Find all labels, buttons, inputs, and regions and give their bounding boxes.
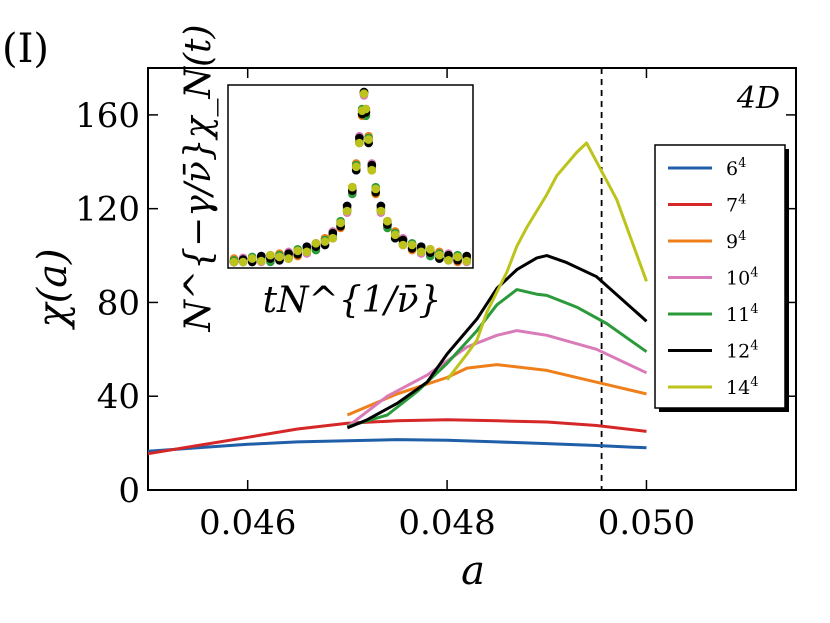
inset-point [293,246,303,256]
series-line-10 [346,329,648,428]
y-axis-title: χ(a) [30,248,76,330]
inset-point [383,216,392,226]
legend-superscript: 4 [750,266,758,281]
inset-point [390,230,400,240]
dimension-annotation: 4D [736,81,780,116]
inset-point [284,254,293,263]
inset-marks [229,87,472,267]
inset-point [355,138,364,148]
legend-superscript: 4 [738,156,746,171]
inset-point [328,233,338,243]
inset-point [348,182,357,192]
inset-point [361,104,371,114]
inset-point [302,247,312,257]
series-line-11 [346,288,648,429]
series-line-6 [147,438,647,453]
inset-x-axis-title: tN^{1/ν̄} [263,280,442,321]
inset-point [376,206,386,216]
y-tick-label: 40 [97,377,140,417]
panel-label: (I) [2,26,49,72]
legend-superscript: 4 [738,229,746,244]
inset-point [371,184,381,194]
inset-point [462,256,472,266]
inset-point [416,247,426,257]
inset-point [342,206,352,216]
inset-point [407,240,417,250]
inset-point [247,254,257,263]
legend-superscript: 4 [750,302,758,317]
series-line-9 [346,363,647,417]
inset-point [367,165,377,175]
series-line-12 [346,254,648,430]
inset-point [351,162,361,172]
inset-point [266,250,275,260]
inset-point [320,237,330,246]
x-tick-label: 0.046 [199,503,296,543]
inset-point [229,257,239,267]
y-tick-label: 0 [118,471,140,511]
y-tick-label: 80 [97,283,140,323]
legend-superscript: 4 [750,339,758,354]
x-axis-title: a [461,548,485,594]
inset-point [257,256,266,266]
inset-point [453,252,462,262]
inset-frame [227,84,474,269]
inset-y-axis-title: N^{−γ/ν̄}χ_N(t) [178,24,219,332]
inset-point [398,240,408,250]
series-line-7 [147,418,647,456]
series-line-14 [445,141,648,381]
inset-point [311,239,321,248]
inset-point [444,255,453,265]
plot-frame [147,67,797,491]
inset-point [364,135,373,144]
series-group [147,141,648,456]
legend-superscript: 4 [750,375,758,390]
inset-point [336,218,345,228]
y-tick-label: 160 [75,96,140,136]
inset-point [275,252,284,262]
inset-plot: tN^{1/ν̄} N^{−γ/ν̄}χ_N(t) [178,24,474,333]
inset-point [359,89,369,98]
x-tick-label: 0.050 [598,503,695,543]
axis-ticks: 0.046 0.048 0.050 0 40 80 120 160 [75,68,796,543]
inset-point [426,245,435,254]
legend-superscript: 4 [738,193,746,208]
x-tick-label: 0.048 [398,503,495,543]
y-tick-label: 120 [75,190,140,230]
inset-point [238,257,248,267]
inset-point [435,250,444,260]
